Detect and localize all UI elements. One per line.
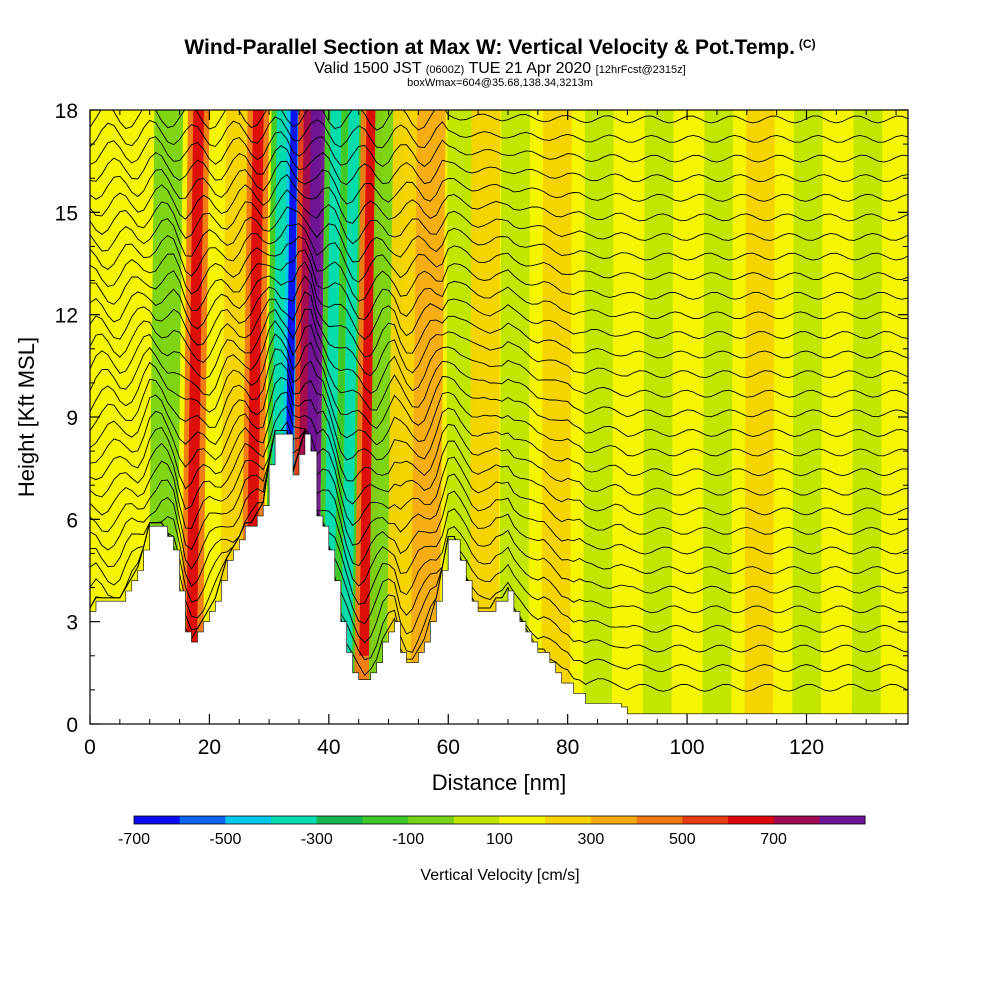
theta-contour [90, 391, 908, 516]
colorbar-swatch [408, 816, 455, 824]
theta-contour [90, 145, 908, 186]
theta-contour [90, 405, 908, 535]
y-tick-label: 6 [66, 509, 78, 532]
theta-contour [90, 275, 908, 359]
colorbar-swatch [727, 816, 775, 824]
x-axis-label: Distance [nm] [432, 770, 567, 795]
colorbar-tick-label: 100 [486, 831, 513, 848]
theta-contour [90, 429, 908, 672]
theta-contour [90, 376, 908, 496]
colorbar-label: Vertical Velocity [cm/s] [420, 867, 579, 884]
theta-contour [90, 421, 908, 555]
chart-subtitle: Valid 1500 JST (0600Z) TUE 21 Apr 2020 [… [0, 60, 1000, 78]
boxwmax-label: boxWmax=604@35.68,138.34,3213m [407, 77, 593, 89]
terrain [90, 433, 908, 724]
colorbar-swatch [499, 816, 546, 824]
velocity-band [469, 110, 501, 724]
theta-contour [90, 429, 908, 575]
colorbar-swatch [682, 816, 729, 824]
forecast-label: [12hrFcst@2315z] [595, 64, 686, 76]
colorbar-swatch [545, 816, 592, 824]
velocity-band [541, 110, 572, 724]
valid-utc-label: (0600Z) [425, 64, 465, 76]
chart-title: Wind-Parallel Section at Max W: Vertical… [0, 36, 1000, 60]
theta-contour [90, 261, 908, 340]
theta-contour [90, 308, 908, 398]
velocity-band [583, 110, 614, 724]
y-axis-label: Height [Kft MSL] [14, 337, 39, 497]
valid-time-label: Valid 1500 JST [314, 60, 422, 77]
colorbar-swatch [453, 816, 500, 824]
y-tick-label: 3 [66, 612, 78, 635]
velocity-band [744, 110, 775, 724]
theta-contour [90, 429, 908, 614]
velocity-core [186, 110, 205, 656]
colorbar-swatch [819, 816, 866, 824]
velocity-core [341, 110, 360, 656]
velocity-band [642, 110, 674, 724]
velocity-core [359, 110, 378, 656]
colorbar-swatch [636, 816, 683, 824]
theta-contour [90, 291, 908, 379]
theta-contour [90, 189, 908, 245]
x-tick-label: 80 [556, 736, 579, 759]
x-tick-label: 60 [437, 736, 460, 759]
colorbar-swatch [316, 816, 363, 824]
colorbar-swatch [225, 816, 272, 824]
y-tick-label: 9 [66, 407, 78, 430]
theta-contour [90, 348, 908, 457]
theta-contour [90, 223, 908, 283]
velocity-band [499, 110, 531, 724]
theta-contour [90, 236, 908, 302]
colorbar-tick-label: 700 [760, 831, 787, 848]
x-tick-label: 0 [84, 736, 96, 759]
velocity-band [851, 110, 883, 724]
x-tick-label: 100 [670, 736, 705, 759]
colorbar-swatch [362, 816, 409, 824]
colorbar-swatch [590, 816, 638, 824]
colorbar-tick-label: -700 [118, 831, 150, 848]
colorbar-tick-label: -500 [209, 831, 241, 848]
theta-contour [90, 429, 908, 594]
theta-contour [90, 429, 908, 653]
theta-contour [90, 173, 908, 224]
x-tick-label: 40 [317, 736, 340, 759]
colorbar-tick-label: -300 [301, 831, 333, 848]
colorbar-tick-label: -100 [392, 831, 424, 848]
theta-contour [90, 131, 908, 168]
copyright-mark: (C) [798, 37, 816, 51]
axes: 0 3 6 9 12 15 18 0 20 40 60 80 100 120 [55, 100, 908, 759]
theta-contour [90, 362, 908, 477]
x-tick-label: 120 [789, 736, 824, 759]
colorbar-swatch [179, 816, 226, 824]
colorbar-frame [133, 815, 866, 825]
velocity-band [702, 110, 734, 724]
colorbar-tick-label: 300 [578, 831, 605, 848]
theta-contour [90, 116, 908, 149]
y-tick-label: 15 [55, 202, 78, 225]
colorbar-swatch [271, 816, 318, 824]
colorbar-swatch [134, 816, 181, 824]
theta-contour [90, 333, 908, 437]
theta-contour [90, 206, 908, 263]
velocity-band [792, 110, 823, 724]
theta-contour [90, 110, 908, 131]
x-tick-label: 20 [198, 736, 221, 759]
theta-contour [90, 249, 908, 321]
colorbar-swatch [773, 816, 820, 824]
chart-title-text: Wind-Parallel Section at Max W: Vertical… [184, 36, 795, 59]
theta-contour [90, 429, 908, 633]
y-tick-label: 18 [55, 100, 78, 123]
plot-area [90, 110, 908, 724]
colorbar: -700 -500 -300 -100 100 300 500 700 [118, 815, 866, 848]
y-tick-label: 0 [66, 714, 78, 737]
colorbar-tick-label: 500 [669, 831, 696, 848]
theta-contour [90, 320, 908, 418]
valid-date-label: TUE 21 Apr 2020 [468, 60, 592, 77]
theta-contour [90, 160, 908, 205]
y-tick-label: 12 [55, 305, 78, 328]
